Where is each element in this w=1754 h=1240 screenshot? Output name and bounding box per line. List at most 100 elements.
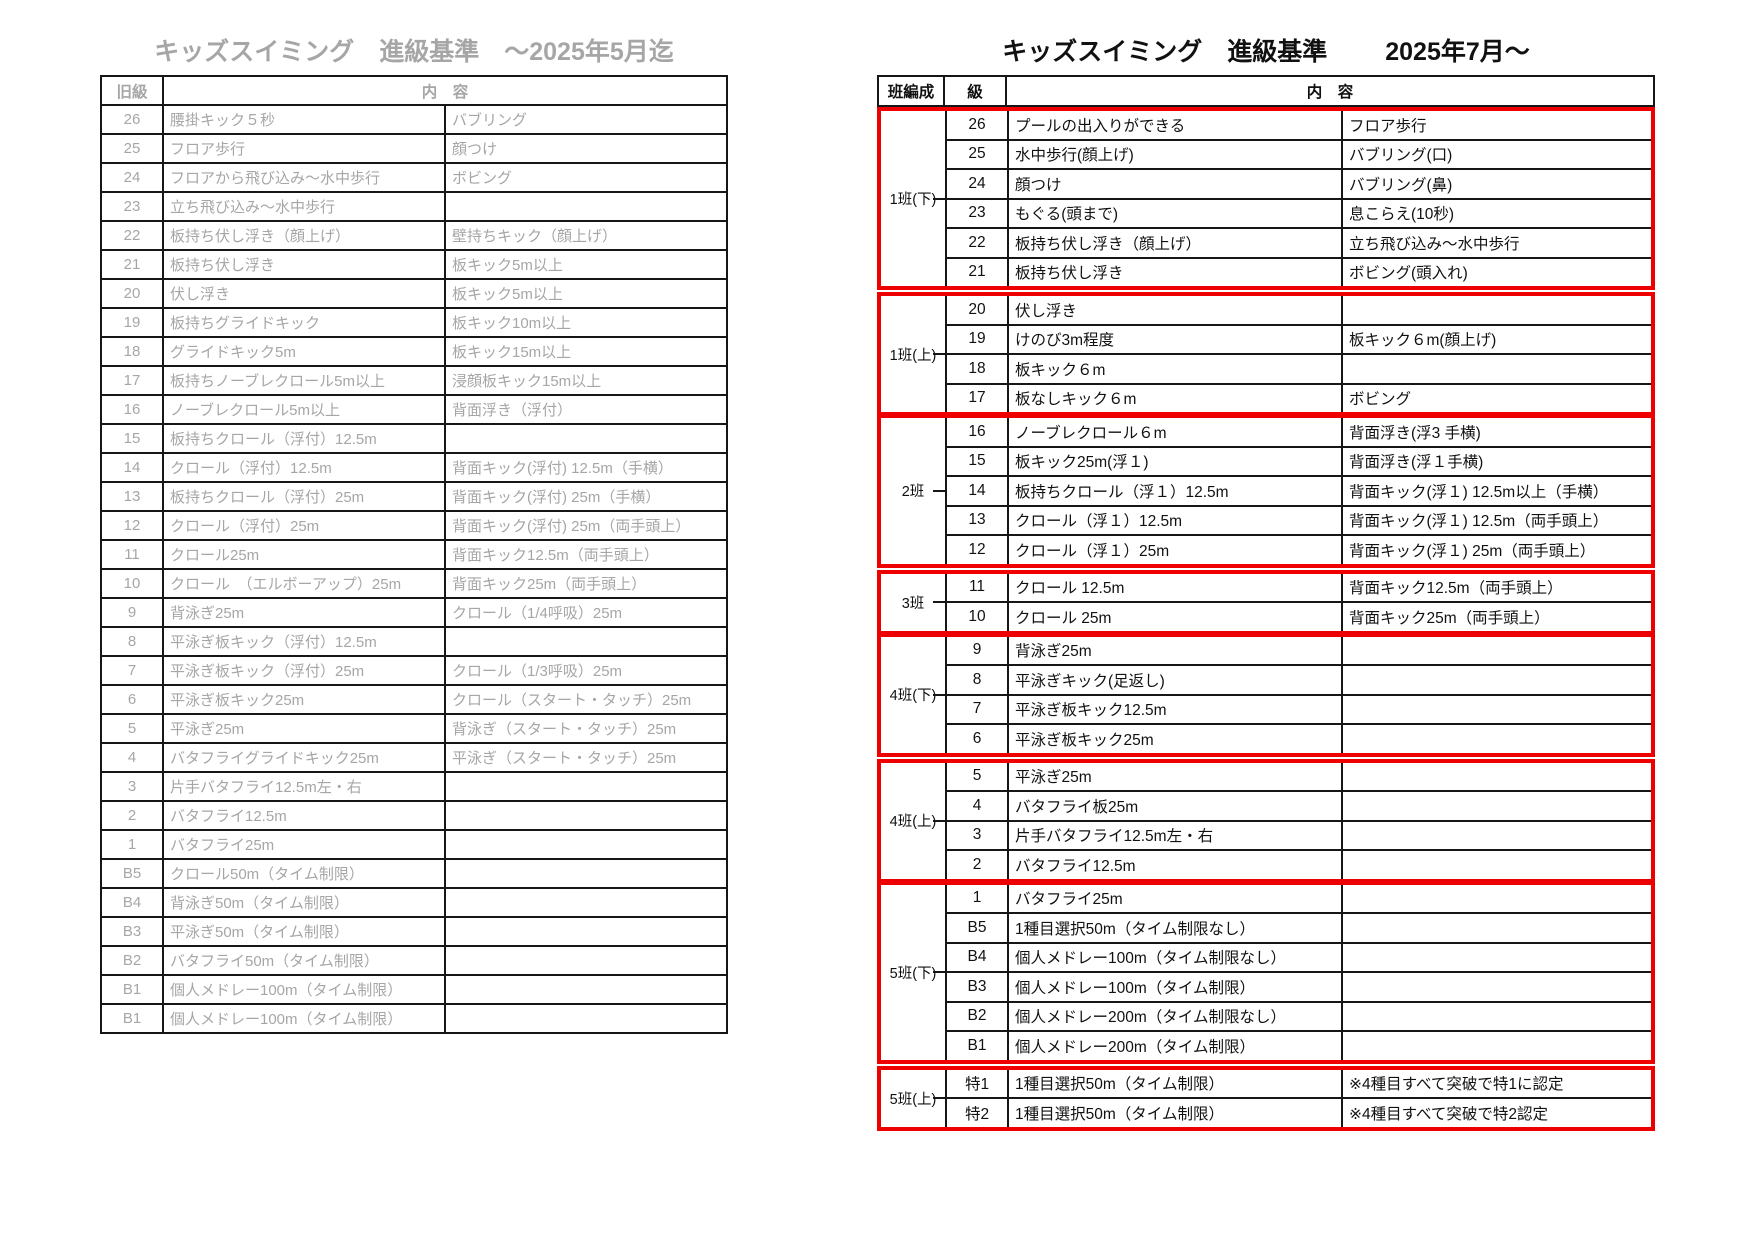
content-cell-1: 板持ちグライドキック [162,307,446,338]
table-row: 16 ノーブレクロール６m 背面浮き(浮3 手横) [947,418,1651,448]
content-cell-2: 背面キック(浮１) 25m（両手頭上） [1349,542,1596,560]
content-cell-2: ボビング [1349,391,1412,409]
level-cell: 15 [100,423,164,454]
content-cell-2: 板キック5m以上 [444,278,728,309]
content-cell-2: 浸顔板キック15m以上 [444,365,728,396]
content-cell-2: 背面キック25m（両手頭上） [444,568,728,599]
level-cell: 14 [947,477,1009,505]
old-criteria-title: キッズスイミング 進級基準 ～2025年5月迄 [154,38,674,66]
table-row: 6 平泳ぎ板キック25m [947,725,1651,753]
content-cell-2 [1343,355,1651,383]
level-cell: 5 [100,713,164,744]
content-cell-1: 板持ちクロール（浮１）12.5m [1009,477,1343,505]
level-cell: 14 [100,452,164,483]
table-row: 16 ノーブレクロール5m以上 背面浮き（浮付） [100,394,728,425]
class-group-label: 5班(下) [881,884,947,1060]
class-group-label: 1班(下) [881,111,947,286]
content-cell-1: クロール25m [162,539,446,570]
content-cell-1: バタフライ25m [1009,884,1343,912]
table-row: 21 板持ち伏し浮き 板キック5m以上 [100,249,728,280]
level-cell: 23 [947,199,1009,227]
level-cell: 24 [947,170,1009,198]
content-cell-2: バブリング(口) [1349,147,1453,165]
level-cell: 10 [100,568,164,599]
level-cell: B1 [947,1032,1009,1060]
table-row: 22 板持ち伏し浮き（顔上げ） 壁持ちキック（顔上げ） [100,220,728,251]
content-cell-1: 板キック25m(浮１) [1009,447,1343,475]
table-row: 22 板持ち伏し浮き（顔上げ） 立ち飛び込み～水中歩行 [947,229,1651,259]
content-cell-2: ボビング(頭入れ) [1349,265,1468,283]
content-cell-2: クロール（スタート・タッチ）25m [444,684,728,715]
content-cell-2 [1343,666,1651,694]
level-cell: 9 [947,636,1009,664]
content-cell-2: 背面キック12.5m（両手頭上） [444,539,728,570]
content-cell-2 [444,191,728,222]
content-cell-1: 個人メドレー100m（タイム制限） [162,974,446,1005]
content-cell-2 [1343,725,1651,753]
content-cell-2: 背面浮き(浮3 手横) [1349,424,1481,442]
table-row: 4 バタフライ板25m [947,792,1651,822]
content-cell-1: 立ち飛び込み～水中歩行 [162,191,446,222]
level-cell: 25 [100,133,164,164]
content-cell-1: もぐる(頭まで) [1009,199,1343,227]
content-cell-1: バタフライ12.5m [1009,851,1343,879]
content-cell-2 [444,916,728,947]
level-cell: 21 [100,249,164,280]
level-cell: 13 [947,506,1009,534]
content-cell-1: 板持ちノーブレクロール5m以上 [162,365,446,396]
content-cell-1: 水中歩行(顔上げ) [1009,140,1343,168]
table-row: 10 クロール 25m 背面キック25m（両手頭上） [947,603,1651,631]
class-group-label: 1班(上) [881,296,947,412]
content-cell-1: バタフライ12.5m [162,800,446,831]
content-cell-2: 背面キック12.5m（両手頭上） [1349,580,1563,598]
content-cell-1: 顔つけ [1009,170,1343,198]
level-cell: 11 [100,539,164,570]
content-cell-2: 背面浮き(浮１手横) [1349,454,1484,472]
content-cell-1: クロール（浮付）25m [162,510,446,541]
content-cell-1: 個人メドレー200m（タイム制限） [1009,1032,1343,1060]
content-cell-2: ボビング [444,162,728,193]
table-row: B5 1種目選択50m（タイム制限なし） [947,914,1651,944]
table-row: 20 伏し浮き [947,296,1651,326]
content-cell-1: 平泳ぎ板キック（浮付）12.5m [162,626,446,657]
content-cell-2: バブリング [444,104,728,135]
content-cell-1: 背泳ぎ25m [1009,636,1343,664]
new-criteria-groups: 1班(下) 26 プールの出入りができる フロア歩行 25 水中歩行(顔上げ) バブリング(… [877,107,1655,1131]
content-cell-1: 平泳ぎキック(足返し) [1009,666,1343,694]
table-row: 11 クロール25m 背面キック12.5m（両手頭上） [100,539,728,570]
table-row: 19 板持ちグライドキック 板キック10m以上 [100,307,728,338]
content-cell-2: クロール（1/4呼吸）25m [444,597,728,628]
old-level-column-header: 旧級 [100,75,164,106]
content-cell-1: クロール （エルボーアップ）25m [162,568,446,599]
level-cell: 4 [100,742,164,773]
content-cell-2: クロール（1/3呼吸）25m [444,655,728,686]
content-cell-1: 平泳ぎ板キック25m [1009,725,1343,753]
table-row: 2 バタフライ12.5m [100,800,728,831]
table-row: B3 平泳ぎ50m（タイム制限） [100,916,728,947]
table-row: 11 クロール 12.5m 背面キック12.5m（両手頭上） [947,573,1651,603]
content-cell-2: 壁持ちキック（顔上げ） [444,220,728,251]
level-cell: 10 [947,603,1009,631]
level-cell: B3 [947,973,1009,1001]
content-cell-1: バタフライグライドキック25m [162,742,446,773]
table-row: 4 バタフライグライドキック25m 平泳ぎ（スタート・タッチ）25m [100,742,728,773]
content-cell-1: 板持ちクロール（浮付）25m [162,481,446,512]
class-group-rows: 特1 1種目選択50m（タイム制限） ※4種目すべて突破で特1に認定 特2 1種目選択5… [947,1069,1651,1127]
level-cell: 13 [100,481,164,512]
content-cell-1: 平泳ぎ板キック25m [162,684,446,715]
level-cell: 2 [100,800,164,831]
table-row: 21 板持ち伏し浮き ボビング(頭入れ) [947,258,1651,286]
table-row: 5 平泳ぎ25m 背泳ぎ（スタート・タッチ）25m [100,713,728,744]
table-row: B4 背泳ぎ50m（タイム制限） [100,887,728,918]
level-cell: 11 [947,573,1009,601]
level-cell: 2 [947,851,1009,879]
table-row: 特2 1種目選択50m（タイム制限） ※4種目すべて突破で特2認定 [947,1099,1651,1127]
content-cell-1: 1種目選択50m（タイム制限なし） [1009,914,1343,942]
content-cell-2: 板キック６m(顔上げ) [1349,332,1497,350]
level-cell: 18 [100,336,164,367]
content-cell-1: バタフライ板25m [1009,792,1343,820]
new-criteria-title-main: キッズスイミング 進級基準 [1002,38,1328,66]
content-cell-1: フロアから飛び込み～水中歩行 [162,162,446,193]
level-cell: 8 [100,626,164,657]
old-table-header-row: 旧級 内 容 [100,75,728,106]
